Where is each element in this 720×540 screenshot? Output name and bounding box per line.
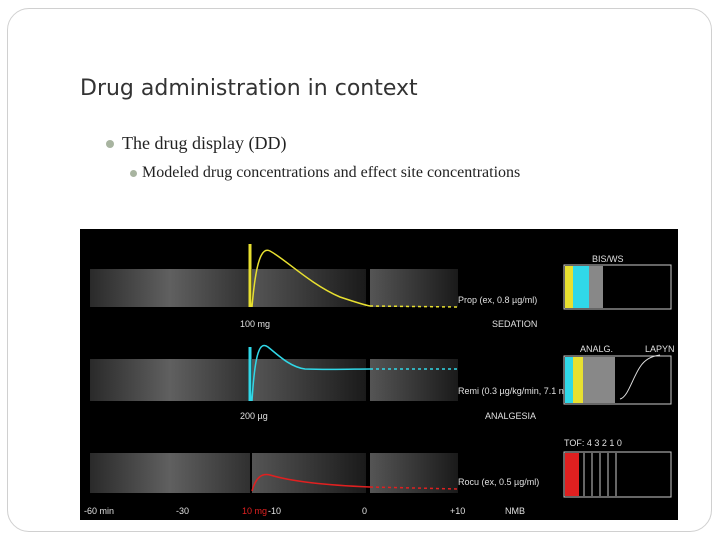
bullet-dot: [106, 140, 114, 148]
row1-dose-panel: [252, 269, 366, 307]
analgesia-left-label: ANALG.: [580, 344, 613, 354]
row1-history-panel: [90, 269, 250, 307]
time-tick: -10: [268, 506, 281, 516]
row2-effect-label: ANALGESIA: [485, 411, 536, 421]
row3-history-panel: [90, 453, 250, 493]
sub-bullet-text: Modeled drug concentrations and effect s…: [142, 164, 521, 181]
row1-predict-panel: [370, 269, 458, 307]
sedation-fill-2: [573, 266, 589, 308]
row1-effect-label: SEDATION: [492, 319, 537, 329]
bullet-text: The drug display (DD): [122, 133, 287, 153]
sedation-top-label: BIS/WS: [592, 254, 624, 264]
drug-display-graphic: Prop (ex, 0.8 µg/ml) 100 mg SEDATION BIS…: [84, 244, 675, 516]
analgesia-gray: [583, 357, 615, 403]
row1-conc-label: Prop (ex, 0.8 µg/ml): [458, 295, 537, 305]
slide-title: Drug administration in context: [80, 76, 418, 101]
row3-effect-label: NMB: [505, 506, 525, 516]
analgesia-fill-2: [573, 357, 583, 403]
analgesia-probability-curve: [619, 354, 661, 400]
analgesia-right-label: LAPYN: [645, 344, 675, 354]
bullet-level-2: Modeled drug concentrations and effect s…: [127, 164, 520, 182]
slide-frame: [7, 8, 712, 532]
row3-conc-label: Rocu (ex, 0.5 µg/ml): [458, 477, 539, 487]
row2-conc-label: Remi (0.3 µg/kg/min, 7.1 ng/ml): [458, 386, 584, 396]
sedation-fill: [565, 266, 573, 308]
drug-display-image: Prop (ex, 0.8 µg/ml) 100 mg SEDATION BIS…: [80, 229, 678, 520]
time-tick: +10: [450, 506, 465, 516]
bullet-level-1: The drug display (DD): [106, 133, 286, 154]
sedation-gray: [589, 266, 603, 308]
nmb-top-label: TOF: 4 3 2 1 0: [564, 438, 622, 448]
row3-conc-curve: [251, 473, 371, 492]
time-tick: -30: [176, 506, 189, 516]
sub-bullet-dot: [130, 170, 137, 177]
time-tick: 0: [362, 506, 367, 516]
nmb-bar: [563, 451, 672, 498]
row1-conc-curve: [251, 249, 371, 308]
row3-dose-label: 10 mg: [242, 506, 267, 516]
row1-predict-curve: [369, 305, 459, 308]
row3-dose-panel: [252, 453, 366, 493]
time-tick: -60 min: [84, 506, 114, 516]
row2-predict-panel: [370, 359, 458, 401]
row1-dose-label: 100 mg: [240, 319, 270, 329]
row2-history-panel: [90, 359, 250, 401]
row2-dose-label: 200 µg: [240, 411, 268, 421]
analgesia-fill: [565, 357, 573, 403]
row2-conc-curve: [251, 344, 371, 402]
row3-predict-curve: [369, 486, 459, 490]
row2-dose-panel: [252, 359, 366, 401]
nmb-fill: [565, 453, 579, 496]
row3-predict-panel: [370, 453, 458, 493]
